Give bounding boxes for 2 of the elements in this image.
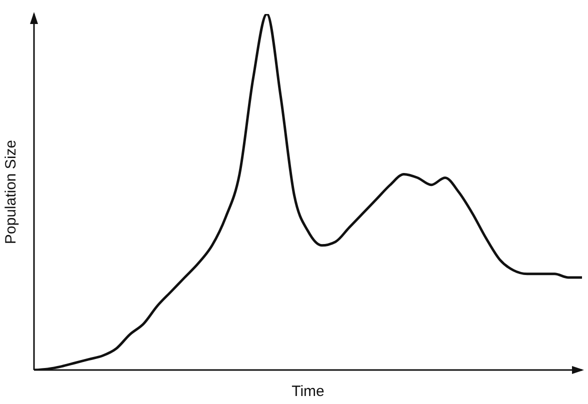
- y-axis-title: Population Size: [2, 140, 20, 244]
- x-axis-title: Time: [292, 383, 324, 400]
